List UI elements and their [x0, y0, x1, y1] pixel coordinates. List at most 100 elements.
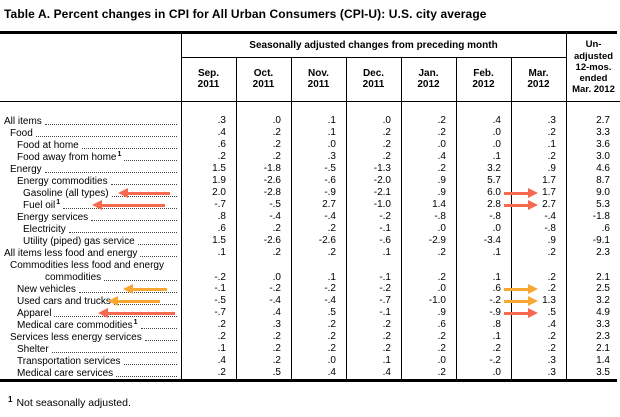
row-label: Fuel oil1	[23, 198, 61, 211]
arrow-head	[528, 188, 538, 198]
value-text: -2.6	[263, 235, 281, 246]
value-text: 8.7	[596, 175, 610, 186]
table-row: All items .3 .0 .1 .0 .2 .4 .3 2.7	[0, 115, 620, 127]
table-title: Table A. Percent changes in CPI for All …	[4, 7, 487, 21]
row-label: Services less energy services	[10, 331, 142, 343]
cell-month-value: -1.3	[346, 163, 401, 175]
cell-month-value: -1.0	[401, 295, 456, 307]
cell-month-value: .5	[236, 367, 291, 379]
arrow-tail	[107, 311, 175, 315]
value-text: .9	[437, 175, 446, 186]
value-text: 4.9	[596, 307, 610, 318]
cell-month-value: .9	[401, 175, 456, 187]
cell-month-value: .6	[181, 223, 236, 235]
cell-month-value: .2	[236, 331, 291, 343]
cell-month-value: .2	[346, 139, 401, 151]
cell-month-value: .2	[511, 247, 566, 259]
cell-month-value: .0	[401, 223, 456, 235]
column-border	[456, 57, 457, 379]
value-text: 1.4	[596, 355, 610, 366]
top-rule	[0, 31, 617, 34]
row-label: Energy commodities	[17, 175, 108, 187]
value-text: -.2	[379, 211, 391, 222]
value-text: 5.3	[596, 199, 610, 210]
cell-month-value: -.5	[181, 295, 236, 307]
value-text: -.2	[269, 283, 281, 294]
arrow-head	[92, 200, 102, 210]
value-text: .2	[327, 343, 336, 354]
cell-month-value: 3.2	[456, 163, 511, 175]
footnote-ref: 1	[56, 198, 61, 206]
cell-month-value: .2	[456, 343, 511, 355]
table-row: Apparel -.7 .4 .5 -.1 .9 -.9 .5 4.9	[0, 307, 620, 319]
column-header-mar-2012: Mar. 2012	[527, 68, 550, 90]
red-arrow-left-icon	[92, 200, 165, 210]
cell-12mo-value: 3.0	[566, 151, 620, 163]
red-arrow-right-icon	[504, 188, 538, 198]
arrow-tail	[504, 311, 529, 315]
value-text: .2	[437, 163, 446, 174]
value-text: 3.2	[596, 295, 610, 306]
value-text: .4	[437, 151, 446, 162]
value-text: .3	[547, 115, 556, 126]
red-arrow-right-icon	[504, 200, 538, 210]
cell-month-value: .1	[511, 139, 566, 151]
cell-month-value: -.7	[181, 307, 236, 319]
cell-month-value: .9	[511, 235, 566, 247]
row-label-cell: Medical care services	[0, 367, 181, 379]
cell-month-value: -2.6	[291, 235, 346, 247]
value-text: 2.1	[596, 343, 610, 354]
value-text: -1.8	[592, 211, 610, 222]
cell-month-value: .3	[291, 151, 346, 163]
value-text: .4	[492, 115, 501, 126]
table-row: Energy commodities 1.9 -2.6 -.6 -2.0 .9 5.7 1.…	[0, 175, 620, 187]
cell-month-value: -.2	[291, 283, 346, 295]
cell-12mo-value: 2.7	[566, 115, 620, 127]
cell-month-value: .3	[511, 115, 566, 127]
cell-month-value: .2	[236, 355, 291, 367]
table-row: Transportation services .4 .2 .0 .1 .0 -.2 .3 1…	[0, 355, 620, 367]
arrow-head	[528, 296, 538, 306]
column-border	[511, 57, 512, 379]
value-text: .2	[382, 151, 391, 162]
value-text: -.8	[489, 211, 501, 222]
cell-month-value: -.4	[291, 211, 346, 223]
value-text: -1.0	[373, 199, 391, 210]
row-label-cell: Energy commodities	[0, 175, 181, 187]
arrow-head	[528, 284, 538, 294]
value-text: -.2	[324, 283, 336, 294]
table-row: Fuel oil1 -.7 -.5 2.7 -1.0 1.4 2.8 2.7 5.3	[0, 199, 620, 211]
cell-month-value: -.2	[456, 355, 511, 367]
value-text: -.5	[214, 295, 226, 306]
value-text: .2	[217, 367, 226, 378]
row-label-cell: Food	[0, 127, 181, 139]
value-text: .0	[437, 139, 446, 150]
arrow-tail	[504, 191, 529, 195]
value-text: .1	[492, 151, 501, 162]
row-label-cell: Food at home	[0, 139, 181, 151]
row-label-cell: Transportation services	[0, 355, 181, 367]
value-text: .2	[382, 139, 391, 150]
cell-month-value: .3	[511, 355, 566, 367]
row-label-cell: All items less food and energy	[0, 247, 181, 259]
row-label-cell: Energy services	[0, 211, 181, 223]
red-arrow-left-icon	[98, 308, 175, 318]
value-text: 1.3	[542, 295, 556, 306]
cell-month-value: .2	[236, 247, 291, 259]
row-label-cell: Shelter	[0, 343, 181, 355]
cell-month-value: .0	[401, 139, 456, 151]
value-text: -.2	[489, 295, 501, 306]
value-text: -1.3	[373, 163, 391, 174]
arrow-head	[528, 200, 538, 210]
value-text: -2.0	[373, 175, 391, 186]
cell-month-value: -1.8	[236, 163, 291, 175]
value-text: .2	[382, 343, 391, 354]
cell-month-value: .2	[504, 283, 566, 295]
value-text: .2	[272, 223, 281, 234]
cell-month-value: .3	[511, 367, 566, 379]
value-text: 2.7	[542, 199, 556, 210]
table-row: Food .4 .2 .1 .2 .2 .0 .2 3.3	[0, 127, 620, 139]
unadjusted-12mo-header: Un-adjusted 12-mos. ended Mar. 2012	[572, 39, 615, 96]
cell-month-value: 1.7	[504, 187, 566, 199]
cell-month-value: .2	[236, 343, 291, 355]
